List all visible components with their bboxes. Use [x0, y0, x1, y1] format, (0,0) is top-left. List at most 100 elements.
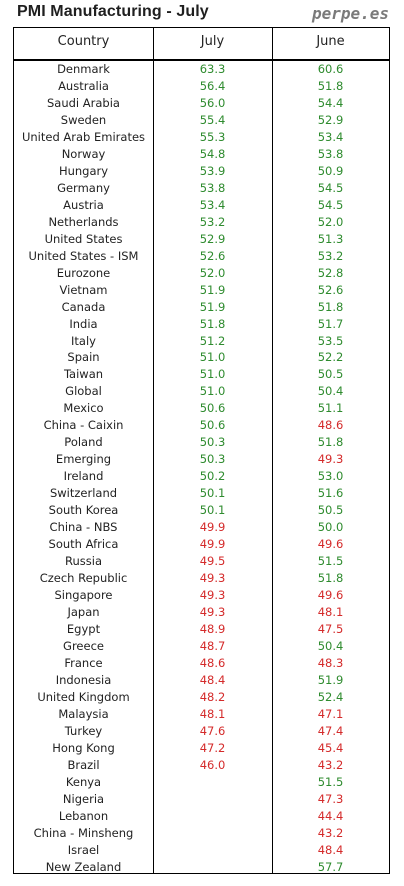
july-value-cell: 52.6	[199, 248, 226, 263]
july-value-cell: 50.6	[199, 401, 226, 416]
table-row: China - NBS 49.9 50.0	[14, 519, 389, 536]
july-value-cell: 49.9	[199, 520, 226, 535]
july-value-cell: 48.1	[199, 706, 226, 721]
country-cell: Poland	[64, 435, 103, 450]
june-value-cell: 53.2	[317, 248, 344, 263]
country-cell: United States - ISM	[28, 248, 139, 263]
country-cell: France	[64, 655, 103, 670]
country-cell: Switzerland	[49, 486, 118, 501]
june-value-cell: 52.4	[317, 689, 344, 704]
june-value-cell: 50.0	[317, 520, 344, 535]
june-value-cell: 52.2	[317, 350, 344, 365]
july-value-cell: 49.5	[199, 554, 226, 569]
table-row: Denmark 63.3 60.6	[14, 61, 389, 78]
june-value-cell: 47.4	[317, 723, 344, 738]
table-row: Mexico 50.6 51.1	[14, 400, 389, 417]
column-header-country: Country	[57, 34, 110, 49]
table-row: Austria 53.4 54.5	[14, 197, 389, 214]
table-row: Eurozone 52.0 52.8	[14, 265, 389, 282]
table-row: China - Minsheng 43.2	[14, 825, 389, 842]
june-value-cell: 50.4	[317, 384, 344, 399]
july-value-cell: 49.3	[199, 588, 226, 603]
column-divider	[272, 28, 273, 873]
country-cell: India	[69, 316, 98, 331]
june-value-cell: 50.5	[317, 367, 344, 382]
june-value-cell: 49.6	[317, 588, 344, 603]
country-cell: Nigeria	[62, 791, 105, 806]
june-value-cell: 53.8	[317, 146, 344, 161]
table-row: Czech Republic 49.3 51.8	[14, 570, 389, 587]
table-row: Greece 48.7 50.4	[14, 638, 389, 655]
july-value-cell: 52.0	[199, 265, 226, 280]
july-value-cell: 50.2	[199, 469, 226, 484]
country-cell: United States	[44, 231, 123, 246]
country-cell: Brazil	[67, 757, 100, 772]
july-value-cell: 47.6	[199, 723, 226, 738]
table-row: South Korea 50.1 50.5	[14, 502, 389, 519]
july-value-cell: 48.9	[199, 621, 226, 636]
table-row: Singapore 49.3 49.6	[14, 587, 389, 604]
table-row: Switzerland 50.1 51.6	[14, 485, 389, 502]
country-cell: China - NBS	[49, 520, 118, 535]
country-cell: Hungary	[58, 163, 109, 178]
july-value-cell: 49.3	[199, 571, 226, 586]
table-row: New Zealand 57.7	[14, 859, 389, 876]
table-row: Lebanon 44.4	[14, 808, 389, 825]
country-cell: Singapore	[54, 588, 113, 603]
june-value-cell: 50.5	[317, 503, 344, 518]
table-row: Japan 49.3 48.1	[14, 604, 389, 621]
table-row: United Kingdom 48.2 52.4	[14, 689, 389, 706]
table-row: Australia 56.4 51.8	[14, 78, 389, 95]
country-cell: Egypt	[66, 621, 101, 636]
june-value-cell: 51.5	[317, 554, 344, 569]
country-cell: Eurozone	[56, 265, 111, 280]
july-value-cell: 53.9	[199, 163, 226, 178]
july-value-cell: 48.4	[199, 672, 226, 687]
june-value-cell: 50.4	[317, 638, 344, 653]
june-value-cell: 51.8	[317, 435, 344, 450]
july-value-cell: 51.2	[199, 333, 226, 348]
july-value-cell: 51.0	[199, 350, 226, 365]
june-value-cell: 52.8	[317, 265, 344, 280]
july-value-cell: 46.0	[199, 757, 226, 772]
country-cell: Ireland	[63, 469, 104, 484]
table-row: United States 52.9 51.3	[14, 231, 389, 248]
table-row: Brazil 46.0 43.2	[14, 757, 389, 774]
country-cell: Canada	[61, 299, 106, 314]
july-value-cell: 54.8	[199, 146, 226, 161]
country-cell: South Korea	[48, 503, 119, 518]
july-value-cell: 50.1	[199, 503, 226, 518]
country-cell: Taiwan	[63, 367, 104, 382]
july-value-cell: 48.7	[199, 638, 226, 653]
july-value-cell: 53.4	[199, 197, 226, 212]
july-value-cell: 56.0	[199, 95, 226, 110]
july-value-cell: 49.3	[199, 605, 226, 619]
country-cell: Saudi Arabia	[47, 95, 120, 110]
june-value-cell: 51.6	[317, 486, 344, 501]
july-value-cell: 50.3	[199, 435, 226, 450]
july-value-cell: 51.9	[199, 282, 226, 297]
country-cell: Hong Kong	[52, 740, 115, 755]
july-value-cell: 51.0	[199, 367, 226, 382]
country-cell: Greece	[63, 638, 104, 653]
country-cell: Mexico	[63, 401, 104, 416]
june-value-cell: 44.4	[317, 808, 344, 823]
july-value-cell: 49.9	[199, 537, 226, 552]
country-cell: Czech Republic	[39, 571, 128, 586]
june-value-cell: 54.5	[317, 180, 344, 195]
june-value-cell: 51.8	[317, 299, 344, 314]
table-row: France 48.6 48.3	[14, 655, 389, 672]
table-row: Turkey 47.6 47.4	[14, 723, 389, 740]
july-value-cell: 50.3	[199, 452, 226, 467]
june-value-cell: 43.2	[317, 825, 344, 840]
table-row: Nigeria 47.3	[14, 791, 389, 808]
june-value-cell: 45.4	[317, 740, 344, 755]
table-row: Taiwan 51.0 50.5	[14, 366, 389, 383]
country-cell: United Arab Emirates	[21, 129, 146, 144]
country-cell: Turkey	[64, 723, 103, 738]
column-divider	[153, 28, 154, 873]
table-row: Ireland 50.2 53.0	[14, 468, 389, 485]
july-value-cell: 48.2	[199, 689, 226, 704]
june-value-cell: 49.3	[317, 452, 344, 467]
july-value-cell: 51.9	[199, 299, 226, 314]
